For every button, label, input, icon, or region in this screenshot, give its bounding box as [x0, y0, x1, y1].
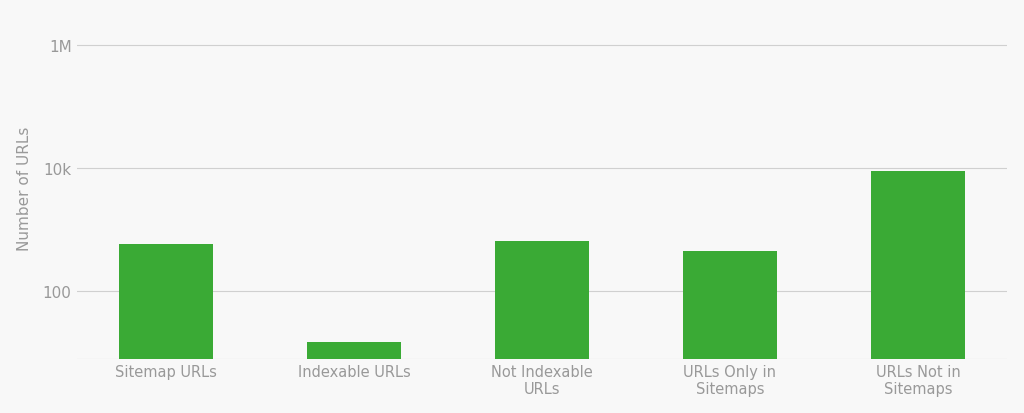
Bar [683, 252, 777, 413]
Bar [307, 342, 400, 413]
Bar [119, 244, 213, 413]
Bar [495, 242, 589, 413]
Y-axis label: Number of URLs: Number of URLs [16, 126, 32, 250]
Bar [871, 172, 965, 413]
